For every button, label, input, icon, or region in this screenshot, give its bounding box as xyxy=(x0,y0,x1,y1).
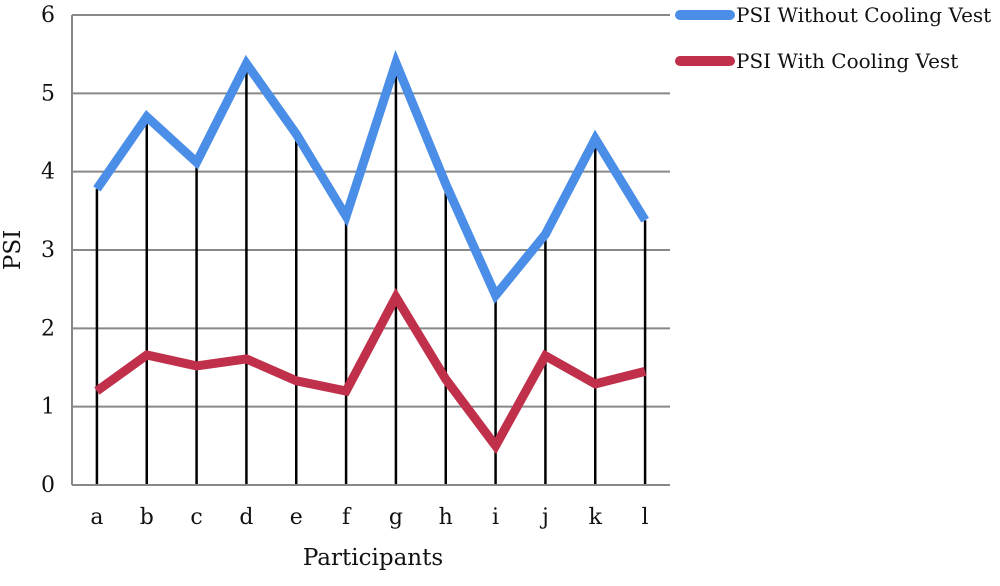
y-tick-label: 0 xyxy=(41,473,55,498)
data-point xyxy=(295,133,297,135)
data-point xyxy=(196,365,198,367)
y-tick-labels: 0 1 2 3 4 5 6 xyxy=(41,3,55,498)
x-tick-label: l xyxy=(642,505,649,530)
y-tick-label: 5 xyxy=(41,81,55,106)
data-point xyxy=(594,383,596,385)
data-point xyxy=(146,354,148,356)
x-axis-title: Participants xyxy=(303,545,443,571)
x-tick-label: b xyxy=(140,505,154,530)
gridlines xyxy=(72,14,670,408)
y-tick-label: 4 xyxy=(41,160,55,185)
data-point xyxy=(395,62,397,64)
y-tick-label: 1 xyxy=(41,395,55,420)
data-point xyxy=(96,188,98,190)
legend: PSI Without Cooling Vest PSI With Cooling… xyxy=(675,3,991,73)
x-tick-labels: a b c d e f g h i j k l xyxy=(90,505,648,530)
x-tick-label: a xyxy=(90,505,103,530)
data-point xyxy=(345,390,347,392)
x-tick-label: f xyxy=(342,505,352,530)
x-tick-label: i xyxy=(492,505,499,530)
legend-label: PSI With Cooling Vest xyxy=(736,49,958,73)
data-point xyxy=(196,161,198,163)
y-tick-label: 2 xyxy=(41,316,55,341)
data-point xyxy=(96,390,98,392)
series-line xyxy=(93,49,649,304)
axes xyxy=(71,15,670,486)
x-tick-label: g xyxy=(389,505,403,530)
data-point xyxy=(245,358,247,360)
data-point xyxy=(146,116,148,118)
y-axis-title: PSI xyxy=(0,230,26,270)
data-point xyxy=(644,370,646,372)
data-point xyxy=(495,294,497,296)
data-point xyxy=(395,296,397,298)
legend-label: PSI Without Cooling Vest xyxy=(736,3,991,27)
data-point xyxy=(495,445,497,447)
data-point xyxy=(445,378,447,380)
series-line xyxy=(94,287,647,455)
data-point xyxy=(445,183,447,185)
data-point xyxy=(594,138,596,140)
x-tick-label: d xyxy=(239,505,253,530)
drop-lines xyxy=(95,62,647,485)
data-point xyxy=(245,63,247,65)
x-tick-label: k xyxy=(589,505,603,530)
x-tick-label: j xyxy=(539,505,549,530)
data-point xyxy=(295,380,297,382)
series-lines xyxy=(93,49,649,455)
data-point xyxy=(544,355,546,357)
data-point xyxy=(544,233,546,235)
data-point xyxy=(644,219,646,221)
x-tick-label: h xyxy=(439,505,453,530)
y-tick-label: 3 xyxy=(41,238,55,263)
x-tick-label: e xyxy=(290,505,303,530)
y-tick-label: 6 xyxy=(41,3,55,28)
data-point xyxy=(345,215,347,217)
x-tick-label: c xyxy=(190,505,202,530)
